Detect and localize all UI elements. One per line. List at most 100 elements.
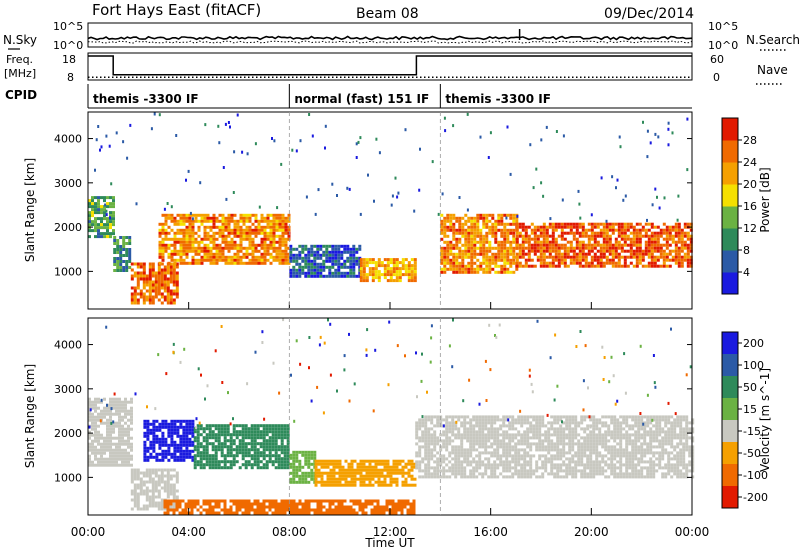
- heat-cell: [130, 407, 133, 410]
- heat-cell: [452, 238, 455, 241]
- heat-cell: [399, 261, 402, 264]
- heat-cell: [91, 422, 94, 425]
- heat-cell: [675, 259, 678, 262]
- heat-cell: [384, 475, 387, 478]
- heat-cell: [267, 259, 270, 262]
- heat-cell: [152, 490, 155, 493]
- heat-cell: [543, 226, 546, 229]
- heat-cell: [544, 457, 547, 460]
- heat-cell: [497, 220, 500, 223]
- heat-cell: [161, 272, 164, 275]
- heat-cell: [365, 500, 368, 503]
- heat-cell: [446, 262, 449, 265]
- heat-cell: [91, 214, 94, 217]
- heat-cell: [377, 506, 380, 509]
- heat-cell: [159, 223, 162, 226]
- heat-cell: [579, 250, 582, 253]
- heat-cell: [526, 469, 529, 472]
- heat-cell: [408, 463, 411, 466]
- nsky-right-tick-bottom: 10^0: [708, 39, 738, 52]
- heat-cell: [130, 413, 133, 416]
- heat-cell: [424, 424, 427, 427]
- heat-cell: [490, 466, 493, 469]
- heat-cell: [251, 436, 254, 439]
- heat-cell: [460, 451, 463, 454]
- heat-cell: [275, 457, 278, 460]
- heat-cell: [457, 472, 460, 475]
- heat-cell: [455, 232, 458, 235]
- heat-speck: [647, 130, 649, 133]
- heat-cell: [146, 432, 149, 435]
- heat-cell: [130, 416, 133, 419]
- heat-cell: [275, 442, 278, 445]
- heat-cell: [654, 259, 657, 262]
- heat-cell: [192, 229, 195, 232]
- heat-cell: [407, 500, 410, 503]
- heat-cell: [170, 293, 173, 296]
- heat-cell: [387, 466, 390, 469]
- heat-cell: [543, 244, 546, 247]
- heat-cell: [591, 247, 594, 250]
- heat-cell: [164, 278, 167, 281]
- heat-speck: [391, 204, 393, 207]
- heat-cell: [162, 250, 165, 253]
- heat-cell: [550, 454, 553, 457]
- heat-cell: [125, 266, 128, 269]
- heat-speck: [646, 155, 648, 158]
- heat-cell: [550, 424, 553, 427]
- heat-cell: [366, 478, 369, 481]
- heat-cell: [407, 512, 410, 515]
- heat-cell: [455, 220, 458, 223]
- heat-cell: [436, 418, 439, 421]
- heat-cell: [362, 509, 365, 512]
- heat-cell: [588, 238, 591, 241]
- heat-cell: [206, 442, 209, 445]
- heat-cell: [143, 281, 146, 284]
- heat-cell: [221, 451, 224, 454]
- heat-cell: [630, 247, 633, 250]
- heat-cell: [352, 272, 355, 275]
- heat-cell: [216, 253, 219, 256]
- heat-cell: [201, 256, 204, 259]
- heat-speck: [677, 195, 679, 198]
- heat-cell: [484, 421, 487, 424]
- heat-cell: [322, 263, 325, 266]
- heat-cell: [645, 229, 648, 232]
- heat-cell: [532, 433, 535, 436]
- heat-cell: [340, 257, 343, 260]
- heat-cell: [550, 460, 553, 463]
- heat-cell: [678, 232, 681, 235]
- heat-cell: [282, 250, 285, 253]
- heat-cell: [249, 247, 252, 250]
- heat-cell: [529, 448, 532, 451]
- heat-cell: [410, 503, 413, 506]
- heat-cell: [130, 398, 133, 401]
- heat-cell: [257, 460, 260, 463]
- heat-cell: [258, 250, 261, 253]
- heat-cell: [224, 454, 227, 457]
- heat-cell: [538, 415, 541, 418]
- heat-cell: [443, 256, 446, 259]
- heat-cell: [372, 270, 375, 273]
- heat-cell: [270, 220, 273, 223]
- y-tick-label: 4000: [54, 133, 82, 146]
- heat-cell: [399, 469, 402, 472]
- heat-cell: [591, 256, 594, 259]
- heat-cell: [473, 235, 476, 238]
- heat-cell: [346, 257, 349, 260]
- heat-cell: [600, 232, 603, 235]
- heat-cell: [285, 226, 288, 229]
- heat-cell: [167, 299, 170, 302]
- heat-cell: [174, 220, 177, 223]
- heat-cell: [475, 448, 478, 451]
- heat-cell: [585, 244, 588, 247]
- heat-cell: [687, 232, 690, 235]
- heat-cell: [194, 445, 197, 448]
- heat-cell: [517, 415, 520, 418]
- heat-cell: [591, 259, 594, 262]
- heat-cell: [149, 293, 152, 296]
- heat-speck: [136, 202, 138, 205]
- heat-cell: [263, 503, 266, 506]
- heat-cell: [242, 427, 245, 430]
- heat-cell: [666, 232, 669, 235]
